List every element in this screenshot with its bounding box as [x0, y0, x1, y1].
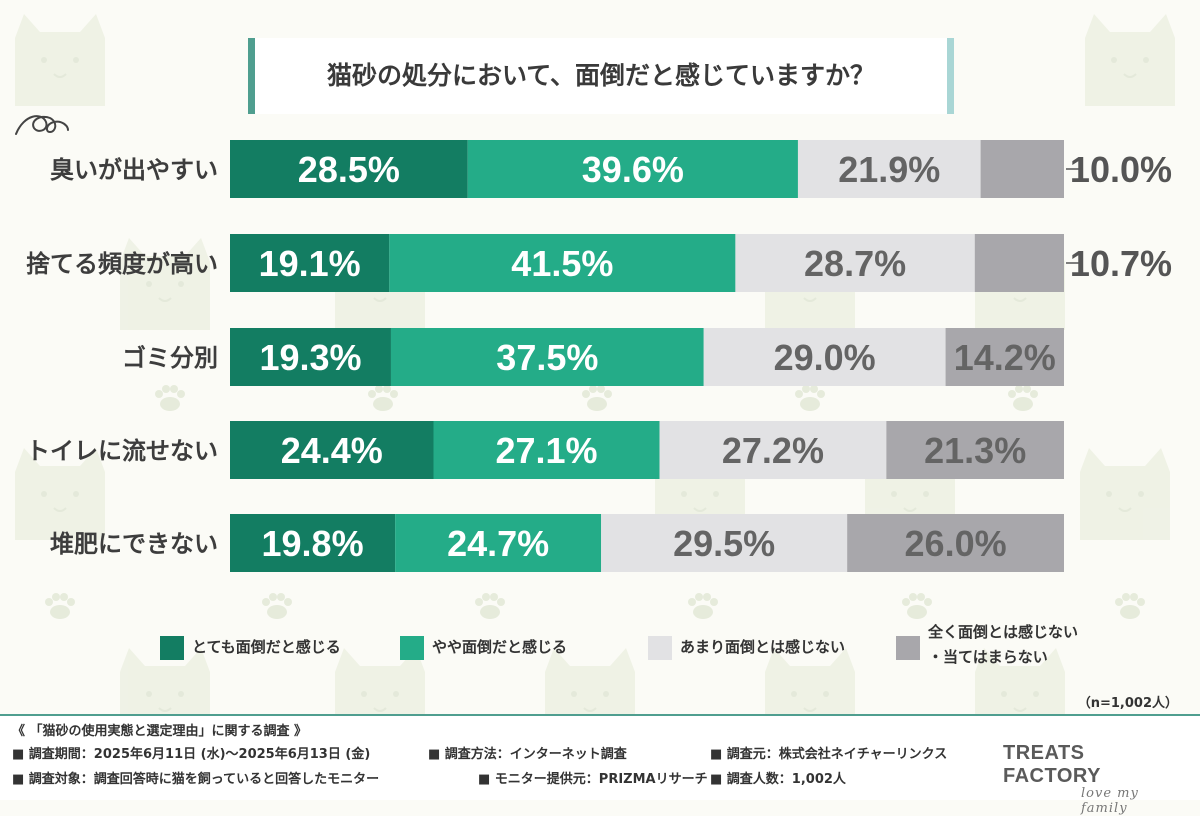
legend-item-not-much: あまり面倒とは感じない	[648, 620, 845, 660]
bar-segment	[467, 140, 798, 198]
survey-count: ■ 調査人数：1,002人	[710, 772, 846, 787]
legend-label: 全く面倒とは感じない ・当てはまらない	[928, 623, 1079, 666]
category-label: 臭いが出やすい	[50, 156, 218, 184]
legend-label: とても面倒だと感じる	[192, 638, 341, 656]
bar-segment	[389, 234, 736, 292]
paw-print-icon	[45, 593, 75, 619]
cat-face-icon	[15, 14, 105, 106]
category-label: 堆肥にできない	[50, 530, 218, 558]
data-label: 21.9%	[838, 149, 940, 190]
legend: とても面倒だと感じる やや面倒だと感じる あまり面倒とは感じない 全く面倒とは感…	[0, 620, 1200, 680]
cat-face-icon	[120, 238, 210, 330]
data-label: 37.5%	[496, 337, 598, 378]
bar-segment	[230, 421, 434, 479]
data-label: 27.1%	[495, 430, 597, 471]
brand-name: TREATS FACTORY	[1003, 742, 1101, 787]
bar-segment	[703, 328, 946, 386]
swirl-decoration	[15, 115, 69, 135]
survey-period: ■ 調査期間：2025年6月11日 (水)〜2025年6月13日 (金)	[12, 747, 371, 762]
legend-item-somewhat: やや面倒だと感じる	[400, 620, 567, 660]
category-label: 捨てる頻度が高い	[26, 250, 218, 278]
data-label: 27.2%	[722, 430, 824, 471]
data-label: 19.8%	[262, 523, 364, 564]
bar-segment	[974, 234, 1064, 292]
data-label: 26.0%	[905, 523, 1007, 564]
bar-segment	[390, 328, 704, 386]
cat-face-icon	[1085, 14, 1175, 106]
data-label: 19.1%	[259, 243, 361, 284]
bar-segment	[601, 514, 848, 572]
data-label: 24.7%	[447, 523, 549, 564]
legend-label: やや面倒だと感じる	[432, 638, 568, 656]
paw-print-icon	[1008, 385, 1038, 411]
legend-item-very: とても面倒だと感じる	[160, 620, 341, 660]
category-label: トイレに流せない	[26, 437, 218, 465]
paw-print-icon	[795, 385, 825, 411]
data-label: 28.7%	[804, 243, 906, 284]
legend-swatch	[896, 636, 920, 660]
legend-item-not-at-all: 全く面倒とは感じない ・当てはまらない	[896, 620, 1078, 670]
data-label: 39.6%	[582, 149, 684, 190]
bar-segment	[230, 514, 396, 572]
survey-title: 《 「猫砂の使用実態と選定理由」に関する調査 》	[12, 724, 308, 739]
legend-label: あまり面倒とは感じない	[680, 638, 846, 656]
title-accent-left	[248, 38, 255, 114]
data-label: 10.0%	[1070, 149, 1172, 190]
legend-swatch	[160, 636, 184, 660]
paw-print-icon	[582, 385, 612, 411]
data-label: 24.4%	[281, 430, 383, 471]
data-label: 29.0%	[774, 337, 876, 378]
data-label: 41.5%	[511, 243, 613, 284]
survey-footer: 《 「猫砂の使用実態と選定理由」に関する調査 》 ■ 調査期間：2025年6月1…	[0, 716, 1200, 816]
category-label: ゴミ分別	[122, 344, 218, 372]
survey-organizer: ■ 調査元：株式会社ネイチャーリンクス	[710, 747, 948, 762]
sample-size-note: （n=1,002人）	[1077, 696, 1178, 711]
cat-face-icon	[1080, 448, 1170, 540]
bar-segment	[230, 328, 391, 386]
paw-print-icon	[902, 593, 932, 619]
bar-segment	[395, 514, 602, 572]
bar-segment	[797, 140, 981, 198]
bar-segment	[847, 514, 1064, 572]
data-label: 19.3%	[259, 337, 361, 378]
bar-segment	[230, 140, 468, 198]
footer-divider	[0, 714, 1200, 716]
paw-print-icon	[475, 593, 505, 619]
chart-title: 猫砂の処分において、面倒だと感じていますか？	[326, 61, 875, 90]
data-label: 21.3%	[924, 430, 1026, 471]
bar-segment	[980, 140, 1064, 198]
paw-print-icon	[688, 593, 718, 619]
data-label: 29.5%	[673, 523, 775, 564]
brand-logo: TREATS FACTORY love my family	[1003, 742, 1183, 816]
bar-segment	[659, 421, 887, 479]
data-label: 28.5%	[298, 149, 400, 190]
survey-target: ■ 調査対象：調査回答時に猫を飼っていると回答したモニター	[12, 772, 380, 787]
legend-swatch	[400, 636, 424, 660]
paw-print-icon	[262, 593, 292, 619]
bar-segment	[230, 234, 390, 292]
cat-face-icon	[15, 448, 105, 540]
data-label: 10.7%	[1070, 243, 1172, 284]
bar-segment	[433, 421, 660, 479]
legend-swatch	[648, 636, 672, 660]
data-label: 14.2%	[954, 337, 1056, 378]
survey-method: ■ 調査方法：インターネット調査	[428, 747, 627, 762]
monitor-provider: ■ モニター提供元：PRIZMAリサーチ	[478, 772, 708, 787]
paw-print-icon	[1115, 593, 1145, 619]
bar-segment	[945, 328, 1064, 386]
paw-print-icon	[155, 385, 185, 411]
title-accent-right	[947, 38, 954, 114]
brand-tagline: love my family	[1081, 786, 1139, 816]
bar-segment	[886, 421, 1064, 479]
title-box: 猫砂の処分において、面倒だと感じていますか？	[248, 38, 954, 114]
bar-segment	[735, 234, 975, 292]
paw-print-icon	[368, 385, 398, 411]
